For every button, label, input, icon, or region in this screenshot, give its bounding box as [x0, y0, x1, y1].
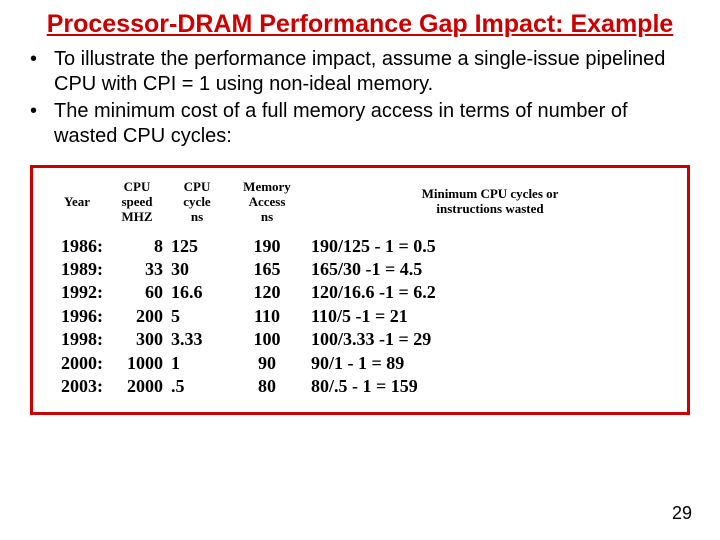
cell-min: 80/.5 - 1 = 159: [307, 375, 673, 398]
cell-min: 110/5 -1 = 21: [307, 305, 673, 328]
table-row: 1996: 200 5 110 110/5 -1 = 21: [47, 305, 673, 328]
cell-speed: 200: [107, 305, 167, 328]
data-table: Year CPUspeedMHZ CPUcyclens MemoryAccess…: [47, 178, 673, 399]
cell-min: 165/30 -1 = 4.5: [307, 258, 673, 281]
cell-cycle: 3.33: [167, 328, 227, 351]
col-header-min: Minimum CPU cycles orinstructions wasted: [307, 178, 673, 235]
table-header-row: Year CPUspeedMHZ CPUcyclens MemoryAccess…: [47, 178, 673, 235]
cell-mem: 190: [227, 235, 307, 258]
cell-year: 1996:: [47, 305, 107, 328]
cell-min: 100/3.33 -1 = 29: [307, 328, 673, 351]
bullet-list: • To illustrate the performance impact, …: [0, 45, 720, 159]
table-row: 2000: 1000 1 90 90/1 - 1 = 89: [47, 352, 673, 375]
cell-cycle: 5: [167, 305, 227, 328]
col-header-speed: CPUspeedMHZ: [107, 178, 167, 235]
bullet-marker: •: [30, 99, 54, 124]
page-number: 29: [672, 503, 692, 524]
table-row: 2003: 2000 .5 80 80/.5 - 1 = 159: [47, 375, 673, 398]
cell-mem: 110: [227, 305, 307, 328]
cell-mem: 80: [227, 375, 307, 398]
cell-mem: 90: [227, 352, 307, 375]
cell-year: 1989:: [47, 258, 107, 281]
data-table-frame: Year CPUspeedMHZ CPUcyclens MemoryAccess…: [30, 165, 690, 416]
cell-speed: 60: [107, 281, 167, 304]
cell-cycle: 16.6: [167, 281, 227, 304]
cell-speed: 33: [107, 258, 167, 281]
cell-min: 190/125 - 1 = 0.5: [307, 235, 673, 258]
bullet-text: To illustrate the performance impact, as…: [54, 47, 690, 97]
cell-min: 120/16.6 -1 = 6.2: [307, 281, 673, 304]
bullet-marker: •: [30, 47, 54, 72]
cell-mem: 120: [227, 281, 307, 304]
cell-year: 2000:: [47, 352, 107, 375]
cell-speed: 300: [107, 328, 167, 351]
bullet-text: The minimum cost of a full memory access…: [54, 99, 690, 149]
cell-cycle: .5: [167, 375, 227, 398]
table-row: 1992: 60 16.6 120 120/16.6 -1 = 6.2: [47, 281, 673, 304]
table-row: 1998: 300 3.33 100 100/3.33 -1 = 29: [47, 328, 673, 351]
cell-min: 90/1 - 1 = 89: [307, 352, 673, 375]
cell-year: 1998:: [47, 328, 107, 351]
col-header-cycle: CPUcyclens: [167, 178, 227, 235]
cell-speed: 2000: [107, 375, 167, 398]
cell-mem: 165: [227, 258, 307, 281]
cell-cycle: 30: [167, 258, 227, 281]
cell-speed: 1000: [107, 352, 167, 375]
cell-cycle: 1: [167, 352, 227, 375]
table-body: 1986: 8 125 190 190/125 - 1 = 0.5 1989: …: [47, 235, 673, 399]
table-row: 1986: 8 125 190 190/125 - 1 = 0.5: [47, 235, 673, 258]
slide-title: Processor-DRAM Performance Gap Impact: E…: [0, 0, 720, 45]
cell-year: 1986:: [47, 235, 107, 258]
cell-speed: 8: [107, 235, 167, 258]
col-header-mem: MemoryAccessns: [227, 178, 307, 235]
cell-year: 2003:: [47, 375, 107, 398]
bullet-item: • To illustrate the performance impact, …: [30, 47, 690, 97]
table-row: 1989: 33 30 165 165/30 -1 = 4.5: [47, 258, 673, 281]
col-header-year: Year: [47, 178, 107, 235]
cell-year: 1992:: [47, 281, 107, 304]
cell-mem: 100: [227, 328, 307, 351]
bullet-item: • The minimum cost of a full memory acce…: [30, 99, 690, 149]
cell-cycle: 125: [167, 235, 227, 258]
